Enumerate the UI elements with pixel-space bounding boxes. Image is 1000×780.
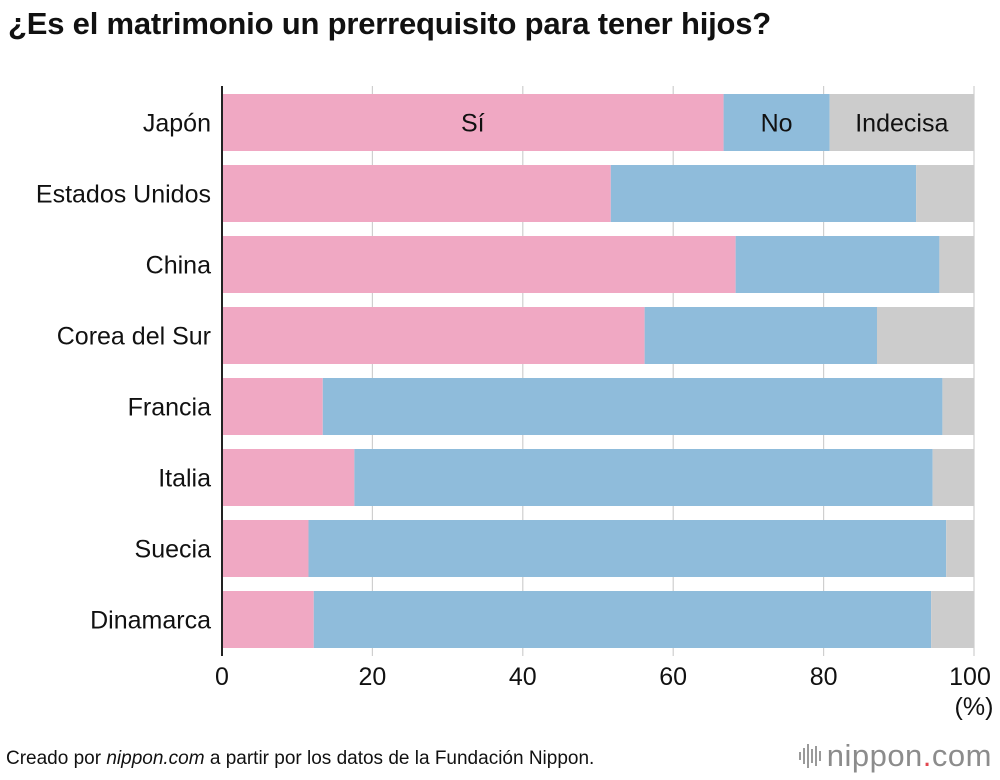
brand-tld: com — [931, 738, 992, 773]
bar-segment — [222, 520, 309, 577]
x-tick-label: 80 — [810, 663, 838, 691]
bar-segment — [723, 94, 830, 151]
category-label: Estados Unidos — [36, 181, 211, 209]
brand-name: nippon — [826, 738, 923, 773]
series-label: Indecisa — [855, 110, 948, 138]
bar-segment — [222, 94, 724, 151]
bar-segment — [313, 591, 932, 648]
bar-segment — [735, 236, 940, 293]
source-suffix: a partir por los datos de la Fundación N… — [204, 748, 595, 769]
source-note: Creado por nippon.com a partir por los d… — [6, 748, 594, 770]
series-label: Sí — [461, 110, 485, 138]
bar-segment — [946, 520, 974, 577]
bar-segment — [610, 165, 917, 222]
x-tick-label: 100 — [949, 663, 991, 691]
bar-segment — [916, 165, 974, 222]
bar-segment — [222, 236, 736, 293]
bar-segment — [222, 165, 611, 222]
x-tick-label: 0 — [215, 663, 229, 691]
x-axis-unit: (%) — [955, 693, 994, 721]
bar-segment — [222, 449, 355, 506]
source-site: nippon.com — [106, 748, 205, 769]
bar-segment — [222, 378, 323, 435]
x-tick-label: 60 — [659, 663, 687, 691]
x-tick-label: 20 — [358, 663, 386, 691]
category-label: Francia — [128, 394, 211, 422]
bar-segment — [222, 591, 314, 648]
bar-segment — [939, 236, 974, 293]
bar-segment — [942, 378, 974, 435]
series-labels: Sí No Indecisa — [461, 110, 948, 138]
brand-dot: . — [922, 738, 932, 773]
bar-segment — [322, 378, 943, 435]
category-label: China — [146, 252, 211, 280]
category-labels: Japón Estados Unidos China Corea del Sur Fra… — [36, 110, 211, 635]
bars — [221, 86, 974, 656]
category-label: Dinamarca — [90, 607, 211, 635]
x-tick-label: 40 — [509, 663, 537, 691]
stacked-bar-chart: Sí No Indecisa Japón Estados Unidos China Cor… — [36, 86, 993, 721]
bar-segment — [308, 520, 947, 577]
bar-segment — [931, 591, 974, 648]
bar-segment — [829, 94, 974, 151]
source-prefix: Creado por — [6, 748, 107, 769]
series-label: No — [761, 110, 793, 138]
category-label: Italia — [158, 465, 211, 493]
wave-icon — [798, 742, 821, 770]
bar-segment — [222, 307, 645, 364]
chart-title: ¿Es el matrimonio un prerrequisito para … — [8, 6, 772, 41]
bar-segment — [644, 307, 877, 364]
bar-segment — [876, 307, 974, 364]
category-label: Japón — [143, 110, 211, 138]
category-label: Corea del Sur — [57, 323, 211, 351]
bar-segment — [932, 449, 974, 506]
nippon-logo: nippon.com — [798, 738, 992, 774]
bar-segment — [354, 449, 933, 506]
category-label: Suecia — [135, 536, 212, 564]
x-axis-ticks: 0 20 40 60 80 100(%) — [215, 663, 993, 721]
brand-wordmark: nippon.com — [827, 738, 992, 774]
